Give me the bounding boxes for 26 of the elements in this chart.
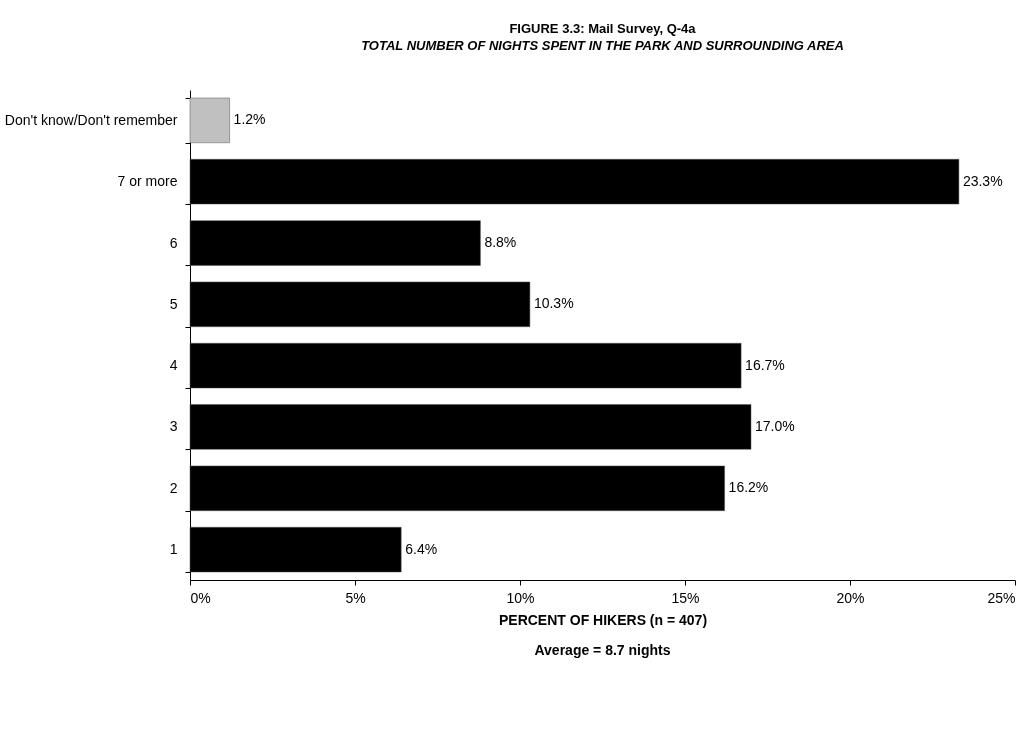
x-tick-label: 20%: [836, 589, 865, 606]
x-tick-label: 10%: [506, 589, 535, 606]
y-tick-label: 1: [169, 541, 178, 558]
y-tick-label: Don't know/Don't remember: [4, 111, 178, 128]
x-tick-label: 0%: [190, 589, 211, 606]
y-tick-label: 7 or more: [117, 173, 178, 190]
data-label: 6.4%: [405, 540, 438, 557]
data-label: 1.2%: [233, 111, 266, 128]
chart-subtitle: TOTAL NUMBER OF NIGHTS SPENT IN THE PARK AND SURROUNDING AREA: [361, 38, 844, 53]
data-label: 16.7%: [745, 356, 785, 373]
x-axis-title: PERCENT OF HIKERS (n = 407): [498, 611, 708, 628]
x-tick-label: 5%: [345, 589, 366, 606]
x-tick-label: 25%: [987, 589, 1016, 606]
data-label: 17.0%: [755, 417, 795, 434]
text: Average = 8.7 nights: [534, 642, 671, 658]
y-tick-label: 3: [169, 418, 178, 435]
data-label: 10.3%: [533, 295, 574, 312]
data-label: 8.8%: [484, 234, 517, 251]
chart-title: FIGURE 3.3: Mail Survey, Q-4a: [509, 21, 697, 36]
data-label: 16.2%: [728, 479, 769, 496]
y-tick-label: 2: [169, 479, 178, 496]
y-tick-label: 5: [169, 295, 178, 312]
data-label: 23.3%: [962, 172, 1003, 189]
y-tick-label: 6: [169, 234, 178, 251]
y-tick-label: 4: [169, 357, 178, 374]
x-tick-label: 15%: [671, 589, 700, 606]
